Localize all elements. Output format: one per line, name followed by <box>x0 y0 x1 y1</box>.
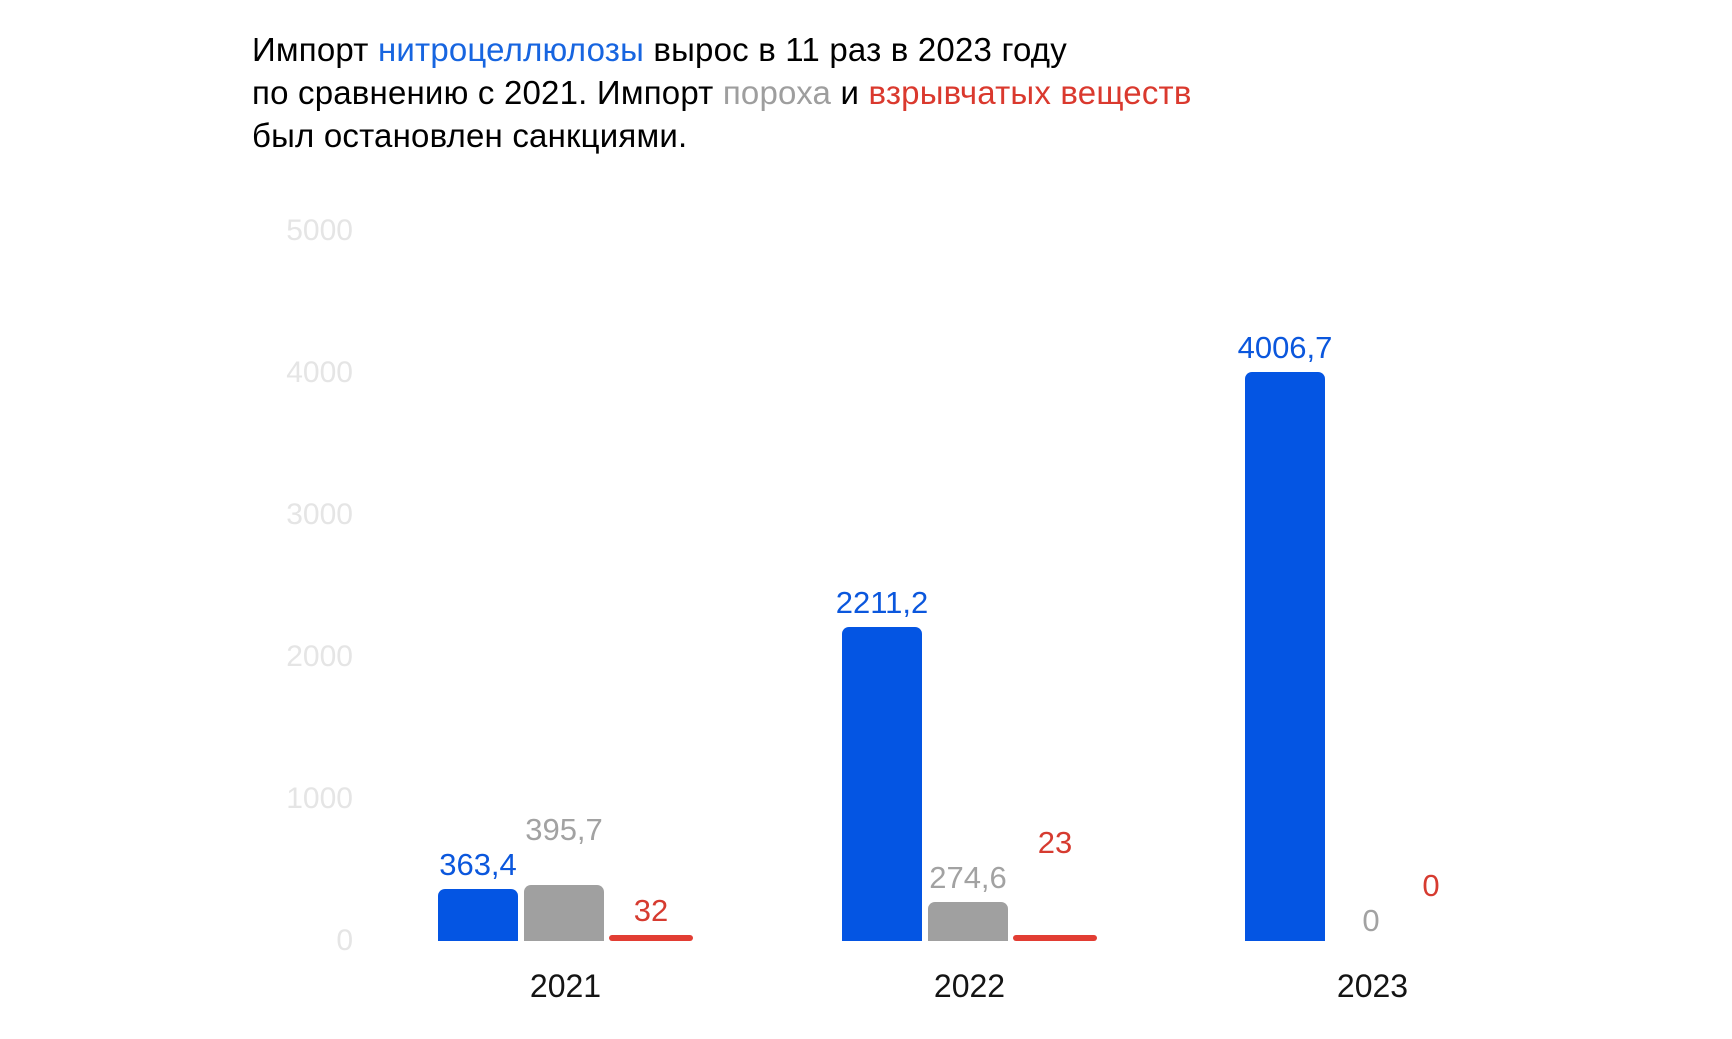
y-axis-tick-label-1000: 1000 <box>286 782 353 815</box>
y-axis-tick-label-0: 0 <box>336 924 353 957</box>
y-axis-tick-label-4000: 4000 <box>286 356 353 389</box>
bar-nitrocellulose-2022 <box>842 627 922 941</box>
bar-nitrocellulose-2023 <box>1245 372 1325 941</box>
title-segment-title_black: и <box>831 74 869 111</box>
bar-nitrocellulose-2021 <box>438 889 518 941</box>
value-label-explosives-2021: 32 <box>633 893 669 928</box>
value-label-explosives-2022: 23 <box>1037 825 1073 860</box>
value-label-explosives-2023: 0 <box>1422 868 1440 903</box>
value-label-nitrocellulose-2021: 363,4 <box>439 847 517 882</box>
value-label-gunpowder-2022: 274,6 <box>929 860 1007 895</box>
bar-explosives-2021 <box>609 935 693 941</box>
value-label-nitrocellulose-2023: 4006,7 <box>1237 330 1333 365</box>
value-label-nitrocellulose-2022: 2211,2 <box>835 585 929 620</box>
title-line-2: по сравнению с 2021. Импорт пороха и взр… <box>252 71 1212 114</box>
title-segment-title_blue: нитроцеллюлозы <box>377 31 645 68</box>
x-axis-label-2021: 2021 <box>529 968 602 1004</box>
title-segment-title_black: Импорт <box>252 31 378 68</box>
bar-gunpowder-2022 <box>928 902 1008 941</box>
value-label-gunpowder-2021: 395,7 <box>525 812 603 847</box>
title-segment-title_red: взрывчатых веществ <box>868 74 1192 111</box>
bar-gunpowder-2021 <box>524 885 604 941</box>
chart-title: Импорт нитроцеллюлозы вырос в 11 раз в 2… <box>252 28 1212 157</box>
y-axis-tick-label-2000: 2000 <box>286 640 353 673</box>
title-segment-title_gray: пороха <box>722 74 832 111</box>
bar-explosives-2022 <box>1013 935 1097 941</box>
y-axis-tick-label-3000: 3000 <box>286 498 353 531</box>
value-label-gunpowder-2023: 0 <box>1362 903 1380 938</box>
x-axis-label-2022: 2022 <box>933 968 1006 1004</box>
title-segment-title_black: по сравнению с 2021. Импорт <box>252 74 723 111</box>
title-segment-title_black: был остановлен санкциями. <box>252 117 688 154</box>
title-line-1: Импорт нитроцеллюлозы вырос в 11 раз в 2… <box>252 28 1212 71</box>
title-segment-title_black: вырос в 11 раз в 2023 году <box>644 31 1067 68</box>
x-axis-label-2023: 2023 <box>1336 968 1409 1004</box>
title-line-3: был остановлен санкциями. <box>252 114 1212 157</box>
y-axis-tick-label-5000: 5000 <box>286 214 353 247</box>
